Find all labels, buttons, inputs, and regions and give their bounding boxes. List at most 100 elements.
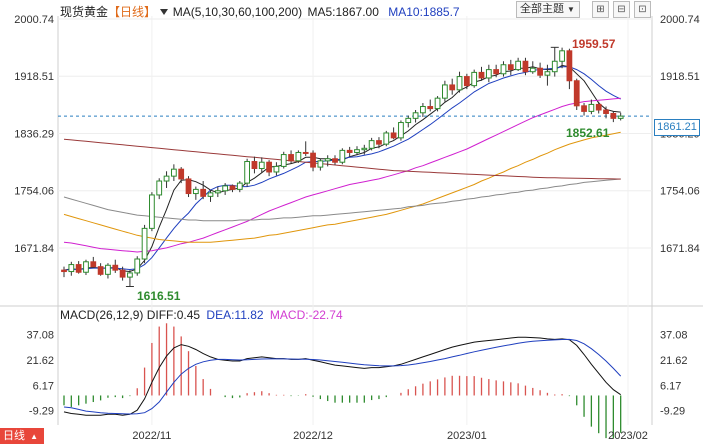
candle-body bbox=[581, 105, 587, 112]
price-tick-left: 1836.29 bbox=[14, 128, 54, 140]
candle-body bbox=[83, 261, 89, 273]
recent-low-annotation: 1852.61 bbox=[566, 126, 610, 140]
price-tick-right: 1754.06 bbox=[660, 186, 700, 198]
maximize-icon[interactable]: ⊡ bbox=[634, 1, 651, 18]
high-annotation: 1959.57 bbox=[572, 37, 616, 51]
candle-body bbox=[134, 258, 141, 274]
candle-body bbox=[376, 140, 382, 145]
candle-body bbox=[610, 112, 617, 119]
dropdown-arrow-icon[interactable] bbox=[160, 9, 169, 15]
candle-body bbox=[214, 190, 221, 194]
candle-body bbox=[97, 266, 104, 275]
price-tick-left: 1918.51 bbox=[14, 71, 54, 83]
macd-tick-left: -9.29 bbox=[29, 406, 54, 418]
candle-body bbox=[493, 69, 500, 75]
price-tick-right: 1918.51 bbox=[660, 71, 700, 83]
ma-line-ma30 bbox=[63, 97, 621, 253]
candle-body bbox=[258, 161, 265, 169]
price-tick-left: 1754.06 bbox=[14, 186, 54, 198]
candle-body bbox=[368, 140, 375, 149]
candle-body bbox=[522, 60, 529, 73]
candle-body bbox=[529, 67, 536, 73]
candle-body bbox=[324, 158, 331, 162]
candle-body bbox=[310, 152, 316, 168]
candle-body bbox=[185, 178, 192, 195]
candle-body bbox=[200, 188, 207, 197]
candle-body bbox=[420, 106, 426, 114]
theme-button-arrow: ▼ bbox=[567, 5, 575, 14]
settings-icon[interactable]: ⊞ bbox=[592, 1, 609, 18]
candle-body bbox=[617, 115, 624, 119]
candle-body bbox=[500, 64, 507, 75]
candle-body bbox=[141, 227, 148, 260]
candle-body bbox=[383, 132, 390, 145]
candle-body bbox=[112, 264, 119, 271]
macd-dea-line bbox=[63, 338, 622, 415]
candle-body bbox=[332, 158, 338, 163]
macd-tick-left: 21.62 bbox=[26, 355, 54, 367]
time-tick-label: 2022/11 bbox=[132, 430, 171, 442]
candle-body bbox=[573, 80, 580, 107]
candle-body bbox=[251, 161, 258, 169]
candle-body bbox=[170, 168, 177, 177]
macd-tick-right: 21.62 bbox=[660, 355, 688, 367]
period-label[interactable]: 【日线】 bbox=[108, 5, 157, 19]
candle-body bbox=[354, 149, 360, 153]
badge-label: 日线 bbox=[3, 430, 25, 442]
candle-body bbox=[434, 97, 441, 110]
candle-body bbox=[588, 103, 595, 112]
candle-body bbox=[544, 71, 551, 76]
candle-body bbox=[559, 50, 565, 62]
candle-body bbox=[273, 165, 280, 173]
candle-body bbox=[317, 160, 324, 168]
candle-body bbox=[566, 50, 573, 82]
candle-body bbox=[398, 122, 404, 139]
ma-line-ma10 bbox=[63, 66, 621, 271]
candle-body bbox=[537, 67, 543, 76]
candle-body bbox=[90, 261, 97, 268]
current-price-tag: 1861.21 bbox=[654, 119, 700, 136]
macd-tick-left: 37.08 bbox=[26, 330, 54, 342]
candle-body bbox=[68, 264, 75, 273]
candle-body bbox=[295, 151, 302, 162]
macd-dea: DEA:11.82 bbox=[206, 308, 264, 322]
macd-tick-right: -9.29 bbox=[660, 406, 685, 418]
candle-body bbox=[603, 109, 609, 114]
candle-body bbox=[207, 192, 214, 197]
candle-body bbox=[127, 272, 133, 278]
instrument-title: 现货黄金 bbox=[60, 5, 109, 19]
theme-button-label: 全部主题 bbox=[520, 3, 564, 15]
candle-body bbox=[449, 84, 456, 91]
macd-params: MACD(26,12,9) bbox=[60, 308, 144, 322]
candle-body bbox=[222, 185, 229, 192]
candle-body bbox=[551, 60, 558, 73]
time-tick-label: 2022/12 bbox=[293, 430, 333, 442]
badge-arrow-icon: ▲ bbox=[30, 432, 38, 441]
period-badge[interactable]: 日线 ▲ bbox=[0, 428, 44, 444]
candle-body bbox=[485, 69, 492, 79]
time-tick-label: 2023/01 bbox=[447, 430, 487, 442]
minimize-icon[interactable]: ⊟ bbox=[613, 1, 630, 18]
candle-body bbox=[442, 84, 448, 99]
candle-body bbox=[339, 149, 346, 163]
ma5-value: MA5:1867.00 bbox=[307, 5, 379, 19]
candle-body bbox=[75, 264, 82, 273]
ma-params: MA(5,10,30,60,100,200) bbox=[172, 5, 303, 19]
candle-body bbox=[119, 269, 126, 278]
candle-body bbox=[346, 149, 353, 153]
candle-body bbox=[515, 60, 522, 71]
theme-button[interactable]: 全部主题 ▼ bbox=[516, 1, 580, 18]
price-tick-right: 1671.84 bbox=[660, 243, 700, 255]
candle-body bbox=[478, 71, 485, 79]
price-tick-left: 1671.84 bbox=[14, 243, 54, 255]
candle-body bbox=[288, 154, 294, 162]
macd-header: MACD(26,12,9) DIFF:0.45 DEA:11.82 MACD:-… bbox=[60, 308, 343, 322]
ma-line-ma200 bbox=[63, 138, 621, 180]
macd-tick-right: 37.08 bbox=[660, 330, 688, 342]
macd-value: MACD:-22.74 bbox=[269, 308, 343, 322]
candle-body bbox=[149, 194, 155, 229]
price-tick-right: 2000.74 bbox=[660, 14, 700, 26]
ma10-value: MA10:1885.7 bbox=[388, 5, 460, 19]
chart-header: 现货黄金【日线】 MA(5,10,30,60,100,200) MA5:1867… bbox=[60, 3, 460, 20]
